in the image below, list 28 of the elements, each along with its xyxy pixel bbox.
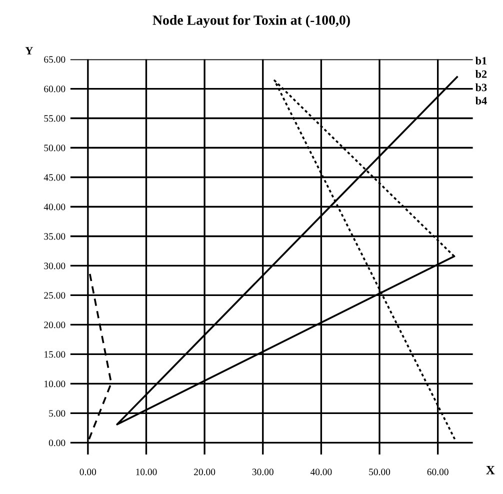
x-tick-label: 30.00 bbox=[252, 468, 274, 476]
y-tick-label: 65.00 bbox=[44, 56, 66, 63]
y-tick-label: 60.00 bbox=[44, 86, 66, 92]
y-tick-label: 35.00 bbox=[44, 233, 66, 240]
y-tick-label: 40.00 bbox=[44, 204, 66, 210]
y-tick-label: 50.00 bbox=[44, 144, 66, 152]
y-axis-title: Y bbox=[25, 47, 33, 54]
x-tick-label: 20.00 bbox=[194, 468, 216, 476]
y-tick-label: 55.00 bbox=[44, 115, 66, 122]
y-tick-label: 20.00 bbox=[44, 322, 66, 328]
x-tick-label: 50.00 bbox=[369, 468, 390, 476]
x-tick-label: 40.00 bbox=[310, 468, 332, 476]
text: b1 bbox=[475, 56, 486, 65]
x-tick-label: 0.00 bbox=[80, 468, 96, 476]
text: b3 bbox=[475, 83, 487, 92]
y-tick-label: 5.00 bbox=[49, 410, 66, 417]
x-axis-title: X bbox=[486, 466, 495, 474]
y-tick-label: 30.00 bbox=[44, 262, 66, 270]
chart-title: Node Layout for Toxin at (-100,0) bbox=[152, 14, 350, 28]
x-tick-label: 60.00 bbox=[427, 468, 448, 476]
y-tick-label: 10.00 bbox=[44, 380, 66, 388]
y-tick-label: 15.00 bbox=[44, 351, 66, 358]
y-tick-label: 25.00 bbox=[44, 292, 66, 299]
y-tick-label: 45.00 bbox=[44, 174, 66, 181]
x-tick-label: 10.00 bbox=[136, 468, 157, 476]
text: b4 bbox=[475, 96, 487, 105]
text: b2 bbox=[475, 70, 487, 78]
y-tick-label: 0.00 bbox=[48, 440, 66, 446]
